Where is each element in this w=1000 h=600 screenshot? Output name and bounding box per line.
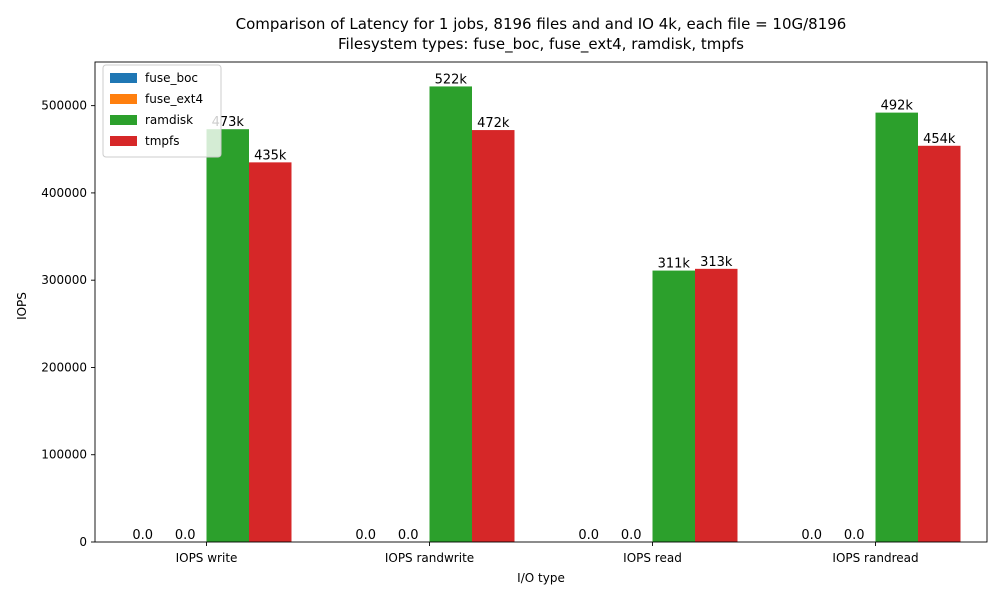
legend-swatch-ramdisk xyxy=(110,115,137,125)
data-label-tmpfs-0: 435k xyxy=(254,148,287,163)
legend-label-ramdisk: ramdisk xyxy=(145,113,193,127)
data-label-tmpfs-2: 313k xyxy=(700,255,733,270)
y-axis-label: IOPS xyxy=(15,292,29,320)
data-label-ramdisk-1: 522k xyxy=(435,72,468,87)
data-label-tmpfs-3: 454k xyxy=(923,132,956,147)
bar-tmpfs-3 xyxy=(918,145,961,543)
y-tick-label-3: 300000 xyxy=(41,273,87,287)
data-label-fuse_ext4-1: 0.0 xyxy=(398,528,419,543)
y-tick-label-2: 200000 xyxy=(41,360,87,374)
chart-title: Comparison of Latency for 1 jobs, 8196 f… xyxy=(236,15,847,33)
data-label-fuse_ext4-2: 0.0 xyxy=(621,528,642,543)
legend-label-fuse_boc: fuse_boc xyxy=(145,71,198,85)
x-tick-label-2: IOPS read xyxy=(623,551,682,565)
y-tick-label-4: 400000 xyxy=(41,186,87,200)
legend-swatch-tmpfs xyxy=(110,136,137,146)
bars-group xyxy=(206,86,961,543)
y-tick-label-5: 500000 xyxy=(41,99,87,113)
plot-frame xyxy=(94,61,988,543)
legend-label-tmpfs: tmpfs xyxy=(145,134,180,148)
legend-label-fuse_ext4: fuse_ext4 xyxy=(145,92,203,106)
legend-swatch-fuse_ext4 xyxy=(110,94,137,104)
bar-ramdisk-0 xyxy=(206,129,249,542)
data-label-fuse_boc-2: 0.0 xyxy=(578,528,599,543)
data-label-fuse_ext4-0: 0.0 xyxy=(175,528,196,543)
axes-group: 0 100000 200000 300000 400000 500000 IOPS writ… xyxy=(41,61,988,565)
bar-ramdisk-2 xyxy=(652,270,695,542)
y-tick-label-0: 0 xyxy=(79,535,87,549)
data-label-fuse_ext4-3: 0.0 xyxy=(844,528,865,543)
bar-ramdisk-3 xyxy=(875,112,918,543)
data-label-fuse_boc-1: 0.0 xyxy=(355,528,376,543)
legend-box xyxy=(102,64,222,158)
y-tick-label-1: 100000 xyxy=(41,448,87,462)
x-tick-label-3: IOPS randread xyxy=(832,551,918,565)
bar-tmpfs-1 xyxy=(472,130,515,542)
bar-tmpfs-2 xyxy=(695,268,738,542)
data-label-ramdisk-3: 492k xyxy=(881,99,914,114)
x-tick-label-0: IOPS write xyxy=(176,551,238,565)
bar-ramdisk-1 xyxy=(429,86,472,542)
x-axis-label: I/O type xyxy=(517,571,565,585)
data-label-fuse_boc-0: 0.0 xyxy=(132,528,153,543)
data-label-fuse_boc-3: 0.0 xyxy=(801,528,822,543)
chart-subtitle: Filesystem types: fuse_boc, fuse_ext4, r… xyxy=(338,35,744,54)
data-label-tmpfs-1: 472k xyxy=(477,116,510,131)
bar-tmpfs-0 xyxy=(249,162,292,542)
x-tick-label-1: IOPS randwrite xyxy=(385,551,474,565)
data-label-ramdisk-2: 311k xyxy=(658,257,691,272)
legend-swatch-fuse_boc xyxy=(110,73,137,83)
